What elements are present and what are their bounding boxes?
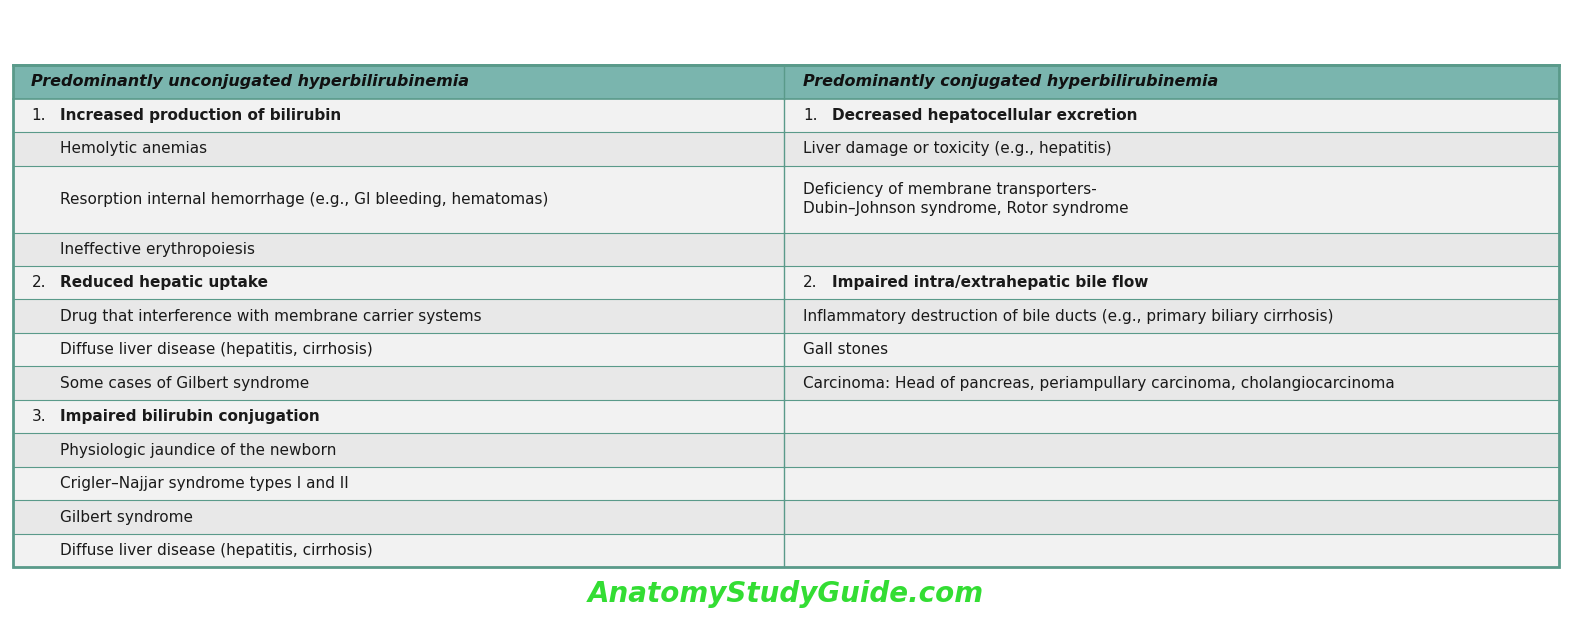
Text: Impaired bilirubin conjugation: Impaired bilirubin conjugation bbox=[60, 409, 319, 424]
Bar bbox=[13, 366, 1559, 400]
Bar bbox=[13, 132, 1559, 166]
Text: 2.: 2. bbox=[803, 275, 817, 290]
Text: Impaired intra/extrahepatic bile flow: Impaired intra/extrahepatic bile flow bbox=[832, 275, 1148, 290]
Text: Drug that interference with membrane carrier systems: Drug that interference with membrane car… bbox=[60, 309, 481, 324]
Text: Crigler–Najjar syndrome types I and II: Crigler–Najjar syndrome types I and II bbox=[60, 476, 349, 491]
Text: Inflammatory destruction of bile ducts (e.g., primary biliary cirrhosis): Inflammatory destruction of bile ducts (… bbox=[803, 309, 1333, 324]
Bar bbox=[13, 333, 1559, 366]
Bar bbox=[13, 232, 1559, 266]
Bar bbox=[13, 467, 1559, 500]
Text: AnatomyStudyGuide.com: AnatomyStudyGuide.com bbox=[588, 580, 984, 608]
Text: Decreased hepatocellular excretion: Decreased hepatocellular excretion bbox=[832, 108, 1137, 123]
Text: 2.: 2. bbox=[31, 275, 46, 290]
Text: Predominantly conjugated hyperbilirubinemia: Predominantly conjugated hyperbilirubine… bbox=[803, 74, 1218, 89]
Text: Diffuse liver disease (hepatitis, cirrhosis): Diffuse liver disease (hepatitis, cirrho… bbox=[60, 342, 373, 357]
Bar bbox=[13, 65, 1559, 99]
Text: Dubin–Johnson syndrome, Rotor syndrome: Dubin–Johnson syndrome, Rotor syndrome bbox=[803, 201, 1129, 216]
Bar bbox=[13, 65, 1559, 567]
Text: 3.: 3. bbox=[31, 409, 46, 424]
Bar bbox=[13, 433, 1559, 467]
Text: Increased production of bilirubin: Increased production of bilirubin bbox=[60, 108, 341, 123]
Text: Some cases of Gilbert syndrome: Some cases of Gilbert syndrome bbox=[60, 376, 310, 391]
Bar bbox=[13, 534, 1559, 567]
Bar bbox=[13, 266, 1559, 299]
Text: Reduced hepatic uptake: Reduced hepatic uptake bbox=[60, 275, 267, 290]
Text: Carcinoma: Head of pancreas, periampullary carcinoma, cholangiocarcinoma: Carcinoma: Head of pancreas, periampulla… bbox=[803, 376, 1394, 391]
Bar bbox=[13, 500, 1559, 534]
Text: Liver damage or toxicity (e.g., hepatitis): Liver damage or toxicity (e.g., hepatiti… bbox=[803, 141, 1111, 156]
Text: Diffuse liver disease (hepatitis, cirrhosis): Diffuse liver disease (hepatitis, cirrho… bbox=[60, 543, 373, 558]
Text: 1.: 1. bbox=[31, 108, 46, 123]
Text: Physiologic jaundice of the newborn: Physiologic jaundice of the newborn bbox=[60, 443, 336, 458]
Bar bbox=[13, 166, 1559, 232]
Text: Ineffective erythropoiesis: Ineffective erythropoiesis bbox=[60, 242, 255, 257]
Bar bbox=[13, 99, 1559, 132]
Text: Gall stones: Gall stones bbox=[803, 342, 888, 357]
Text: 1.: 1. bbox=[803, 108, 817, 123]
Text: Deficiency of membrane transporters-: Deficiency of membrane transporters- bbox=[803, 182, 1097, 197]
Text: Gilbert syndrome: Gilbert syndrome bbox=[60, 510, 193, 525]
Text: Predominantly unconjugated hyperbilirubinemia: Predominantly unconjugated hyperbilirubi… bbox=[31, 74, 470, 89]
Bar bbox=[13, 400, 1559, 433]
Text: Resorption internal hemorrhage (e.g., GI bleeding, hematomas): Resorption internal hemorrhage (e.g., GI… bbox=[60, 192, 549, 206]
Bar bbox=[13, 299, 1559, 333]
Text: Hemolytic anemias: Hemolytic anemias bbox=[60, 141, 208, 156]
